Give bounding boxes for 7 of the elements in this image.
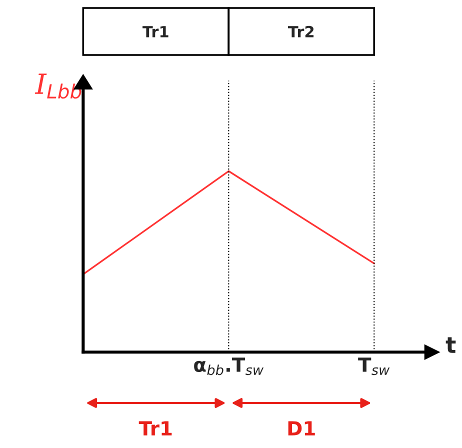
text: Tr1: [142, 26, 168, 38]
text: Tr2: [288, 26, 314, 38]
x-tick-label: T$_{sw}$: [358, 358, 390, 376]
x-axis-title: t: [446, 337, 456, 353]
text: Tr1: [138, 421, 172, 436]
x-tick-label: α$_{bb}$.T$_{sw}$: [194, 358, 264, 376]
text: D1: [288, 421, 315, 436]
